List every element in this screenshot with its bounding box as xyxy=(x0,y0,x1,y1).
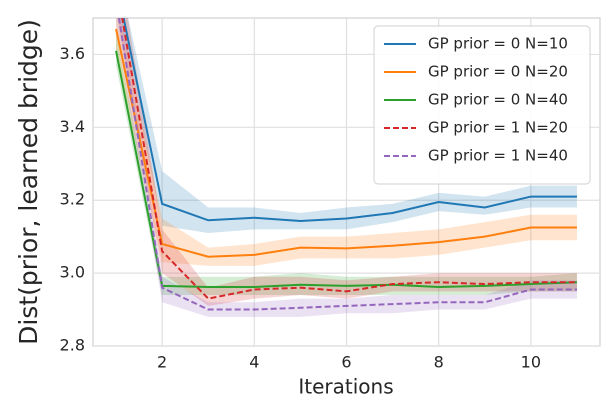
series-line xyxy=(117,18,577,311)
y-tick-label: 3.6 xyxy=(60,44,85,63)
y-tick-label: 3.4 xyxy=(60,117,85,136)
y-tick-label: 3.0 xyxy=(60,263,85,282)
y-axis-label: Dist(prior, learned bridge) xyxy=(14,19,43,345)
series-layer xyxy=(115,18,577,317)
x-tick-label: 10 xyxy=(521,353,541,372)
legend-label: GP prior = 1 N=20 xyxy=(428,119,568,137)
x-tick-label: 4 xyxy=(249,353,259,372)
legend: GP prior = 0 N=10 GP prior = 0 N=20 GP pri… xyxy=(373,25,591,185)
x-axis-label: Iterations xyxy=(298,375,393,399)
series-line xyxy=(121,18,577,300)
x-tick-label: 2 xyxy=(157,353,167,372)
confidence-band xyxy=(117,18,577,306)
grid xyxy=(93,18,600,347)
legend-label: GP prior = 0 N=10 xyxy=(428,35,568,53)
legend-label: GP prior = 0 N=20 xyxy=(428,63,568,81)
legend-box xyxy=(373,25,591,185)
confidence-band xyxy=(119,18,577,234)
x-tick-label: 8 xyxy=(434,353,444,372)
series-line xyxy=(122,18,577,222)
y-tick-label: 2.8 xyxy=(60,336,85,355)
legend-label: GP prior = 0 N=40 xyxy=(428,91,568,109)
y-tick-label: 3.2 xyxy=(60,190,85,209)
series-line xyxy=(115,28,577,258)
series-line xyxy=(115,50,577,288)
legend-label: GP prior = 1 N=40 xyxy=(428,147,568,165)
x-tick-label: 6 xyxy=(341,353,351,372)
